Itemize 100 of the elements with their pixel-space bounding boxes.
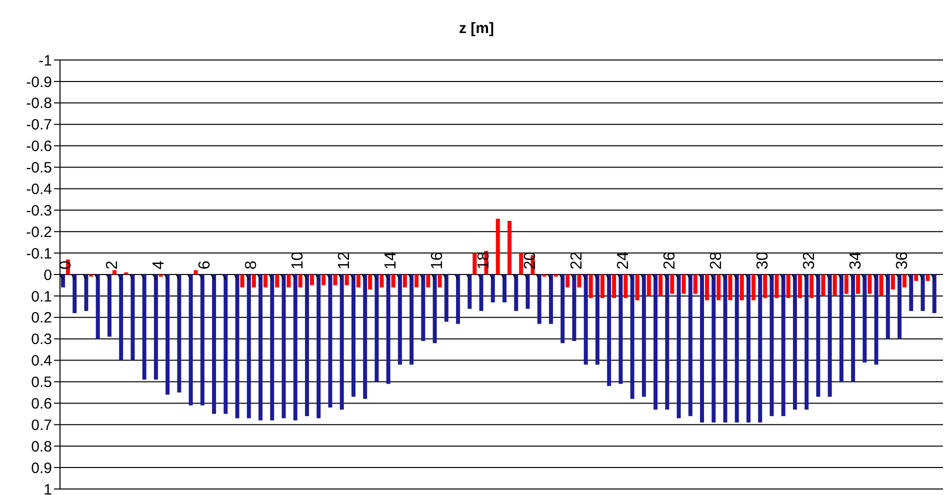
bar (792, 274, 797, 410)
bar (786, 274, 790, 298)
bar (188, 274, 193, 406)
bar (862, 274, 867, 362)
bar (177, 274, 182, 392)
bar (380, 274, 384, 288)
y-tick-label: -0.7 (26, 116, 52, 134)
bar (479, 274, 484, 311)
bar (286, 274, 291, 288)
x-tick-label: 2 (104, 260, 121, 270)
bar (112, 270, 116, 274)
bar (832, 274, 837, 296)
bar (224, 274, 228, 414)
bar (810, 274, 814, 298)
y-tick-label: -0.8 (26, 95, 52, 112)
bar (304, 274, 309, 416)
bar (584, 274, 588, 365)
bar (612, 274, 616, 298)
bar (386, 274, 390, 384)
y-tick-label: 0.5 (31, 374, 52, 392)
x-tick-label: 4 (150, 260, 168, 270)
bar (468, 274, 472, 309)
x-tick-label: 18 (476, 252, 493, 270)
bar (595, 274, 600, 365)
bar (298, 274, 302, 288)
y-tick-label: -0.9 (26, 74, 52, 91)
bar (410, 274, 414, 365)
bar (252, 274, 256, 288)
bar (282, 274, 286, 418)
bar (670, 274, 674, 294)
bar (920, 274, 925, 311)
bar (421, 274, 426, 341)
y-tick-label: 0.2 (31, 310, 52, 327)
bar (264, 274, 268, 288)
bar (316, 274, 321, 418)
bar (798, 274, 802, 298)
bar (886, 274, 890, 339)
y-tick-label: 0.4 (31, 352, 52, 370)
bar (890, 274, 895, 290)
bar (363, 274, 368, 399)
bar (398, 274, 402, 365)
bar (351, 274, 356, 397)
bar (356, 274, 360, 288)
y-tick-label: 1 (44, 481, 52, 495)
y-tick-label: 0.7 (31, 416, 52, 434)
y-tick-label: -0.1 (26, 245, 52, 262)
y-tick-label: -0.2 (26, 224, 52, 241)
bar (740, 274, 744, 300)
x-tick-label: 32 (800, 252, 818, 270)
chart-title: z [m] (458, 20, 495, 37)
y-tick-label: 0.8 (31, 438, 52, 456)
bar (804, 274, 809, 410)
bar (72, 274, 77, 314)
bar (537, 274, 542, 324)
bar (402, 274, 407, 288)
bar (902, 274, 907, 288)
bar (519, 253, 524, 274)
bar (682, 274, 686, 294)
bar (456, 274, 460, 324)
x-tick-label: 6 (196, 260, 214, 270)
bar (758, 274, 762, 423)
bar (240, 274, 244, 288)
bar (723, 274, 728, 423)
bar (816, 274, 820, 397)
y-tick-label: -0.3 (26, 202, 52, 220)
bar (821, 274, 826, 296)
y-tick-label: 0.6 (31, 396, 52, 413)
y-tick-label: -0.6 (26, 138, 52, 156)
bar (781, 274, 786, 416)
bar (618, 274, 623, 384)
bar (566, 274, 570, 288)
bar (728, 274, 732, 300)
bar (374, 274, 379, 382)
bar (926, 274, 930, 281)
bar (444, 274, 448, 322)
y-tick-label: 0.3 (31, 331, 52, 348)
x-tick-label: 34 (847, 252, 864, 270)
bar (391, 274, 396, 288)
bar (654, 274, 658, 410)
bar (235, 274, 240, 418)
bar (560, 274, 565, 344)
y-tick-label: -0.5 (26, 160, 52, 177)
x-tick-label: 14 (382, 252, 400, 270)
bar (472, 253, 477, 274)
bar (665, 274, 670, 410)
y-tick-label: 0.9 (31, 460, 52, 477)
bar (328, 274, 332, 408)
bar (607, 274, 612, 386)
bar (746, 274, 750, 423)
bar (438, 274, 442, 288)
bar (588, 274, 593, 298)
bar (508, 220, 512, 274)
bar (734, 274, 739, 423)
y-tick-label: -1 (38, 52, 52, 70)
y-tick-label: 0.1 (31, 288, 52, 306)
bar (572, 274, 576, 341)
bar (526, 274, 530, 309)
bar (700, 274, 704, 423)
bar (84, 274, 88, 311)
bar (275, 274, 280, 288)
